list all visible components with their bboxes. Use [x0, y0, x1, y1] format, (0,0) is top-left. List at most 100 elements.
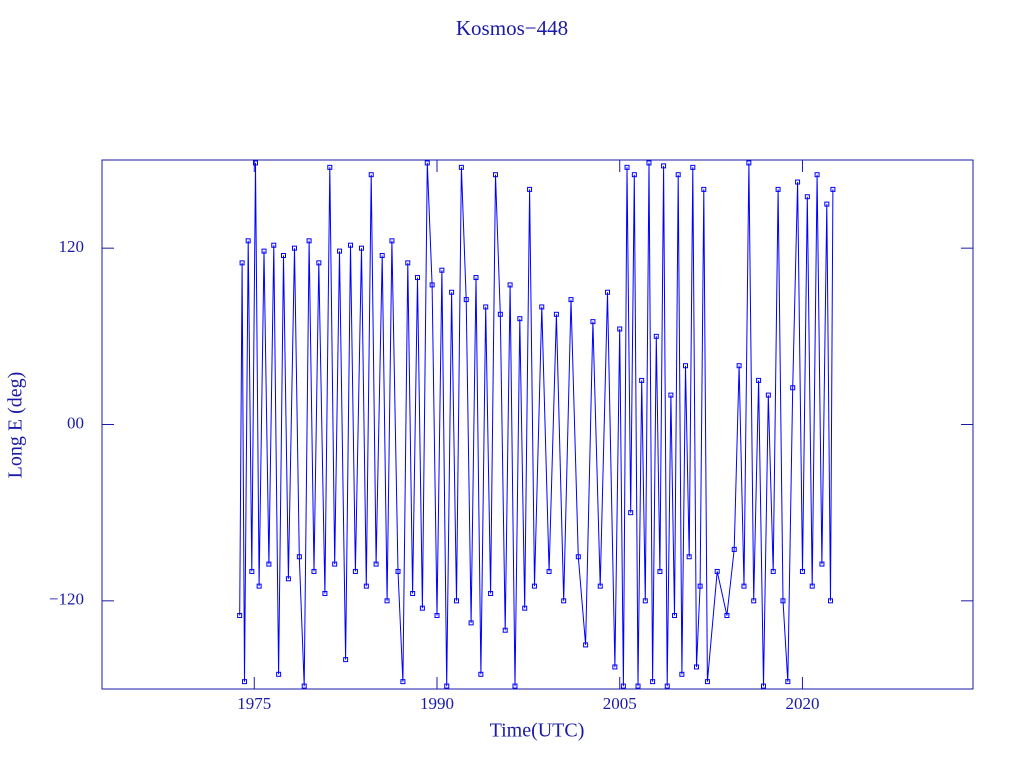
point-marker	[322, 590, 328, 596]
point-marker	[285, 576, 291, 582]
point-marker	[770, 568, 776, 574]
point-marker	[301, 683, 307, 689]
point-marker	[605, 289, 611, 295]
point-marker	[539, 304, 545, 310]
point-marker	[358, 245, 364, 251]
point-marker	[756, 377, 762, 383]
x-tick-label: 1975	[237, 694, 271, 713]
x-axis-label: Time(UTC)	[490, 720, 585, 742]
point-marker	[531, 583, 537, 589]
point-marker	[348, 242, 354, 248]
point-marker	[799, 568, 805, 574]
point-marker	[672, 613, 678, 619]
point-marker	[444, 683, 450, 689]
point-marker	[597, 583, 603, 589]
point-marker	[276, 671, 282, 677]
point-marker	[453, 598, 459, 604]
point-marker	[661, 163, 667, 169]
x-tick-label: 2020	[785, 694, 819, 713]
y-tick-label: −120	[49, 590, 84, 609]
point-marker	[245, 238, 251, 244]
point-marker	[679, 671, 685, 677]
chart-title: Kosmos−448	[456, 16, 568, 40]
point-marker	[642, 598, 648, 604]
point-marker	[389, 238, 395, 244]
point-marker	[804, 194, 810, 200]
point-marker	[384, 598, 390, 604]
point-marker	[395, 568, 401, 574]
point-marker	[424, 160, 430, 166]
point-marker	[575, 554, 581, 560]
y-tick-label: 00	[67, 413, 84, 432]
point-marker	[620, 683, 626, 689]
point-marker	[332, 561, 338, 567]
point-marker	[291, 245, 297, 251]
point-marker	[429, 282, 435, 288]
point-marker	[765, 392, 771, 398]
y-axis-label: Long E (deg)	[5, 372, 27, 479]
point-marker	[522, 605, 528, 611]
point-marker	[497, 311, 503, 317]
point-marker	[483, 304, 489, 310]
point-marker	[337, 248, 343, 254]
point-marker	[668, 392, 674, 398]
point-marker	[502, 627, 508, 633]
point-marker	[624, 164, 630, 170]
point-marker	[653, 333, 659, 339]
point-marker	[400, 679, 406, 685]
point-marker	[488, 590, 494, 596]
point-marker	[458, 164, 464, 170]
point-marker	[527, 186, 533, 192]
point-marker	[242, 679, 248, 685]
point-marker	[546, 568, 552, 574]
point-marker	[252, 160, 258, 166]
point-marker	[271, 242, 277, 248]
x-tick-label: 2005	[603, 694, 637, 713]
point-marker	[714, 568, 720, 574]
point-marker	[701, 186, 707, 192]
point-marker	[785, 679, 791, 685]
point-marker	[311, 568, 317, 574]
point-marker	[635, 683, 641, 689]
point-marker	[327, 164, 333, 170]
point-marker	[478, 671, 484, 677]
point-marker	[683, 363, 689, 369]
point-marker	[675, 172, 681, 178]
point-marker	[439, 267, 445, 273]
point-marker	[590, 319, 596, 325]
point-marker	[612, 664, 618, 670]
point-marker	[517, 316, 523, 322]
point-marker	[379, 253, 385, 259]
point-marker	[664, 683, 670, 689]
point-marker	[795, 179, 801, 185]
point-marker	[261, 248, 267, 254]
point-marker	[561, 598, 567, 604]
point-marker	[790, 385, 796, 391]
point-marker	[316, 260, 322, 266]
point-marker	[824, 201, 830, 207]
point-marker	[657, 568, 663, 574]
point-marker	[306, 238, 312, 244]
point-marker	[568, 297, 574, 303]
point-marker	[814, 172, 820, 178]
point-marker	[704, 679, 710, 685]
point-marker	[281, 253, 287, 259]
point-marker	[760, 683, 766, 689]
point-marker	[507, 282, 513, 288]
point-marker	[741, 583, 747, 589]
point-marker	[256, 583, 262, 589]
point-marker	[628, 510, 634, 516]
point-marker	[468, 620, 474, 626]
point-marker	[724, 613, 730, 619]
point-marker	[646, 160, 652, 166]
point-marker	[492, 172, 498, 178]
point-marker	[296, 554, 302, 560]
y-tick-label: 120	[59, 237, 85, 256]
point-marker	[775, 186, 781, 192]
point-marker	[583, 642, 589, 648]
point-marker	[736, 363, 742, 369]
point-marker	[368, 172, 374, 178]
point-marker	[239, 260, 245, 266]
point-marker	[746, 160, 752, 166]
point-marker	[819, 561, 825, 567]
